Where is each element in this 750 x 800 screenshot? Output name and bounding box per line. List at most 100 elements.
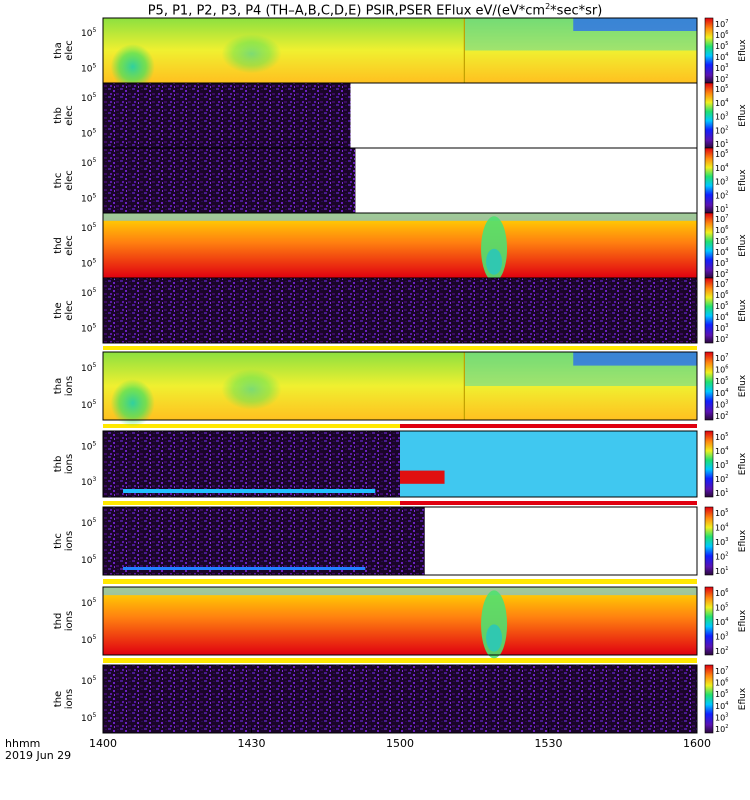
colorbar-tick-label: 102 [715, 474, 728, 484]
heatmap-feature [486, 248, 503, 275]
panel-ylabel: thbions [53, 454, 75, 474]
separator-band [103, 346, 697, 350]
colorbar-tick-label: 107 [715, 279, 728, 289]
colorbar-tick-label: 103 [715, 112, 728, 122]
panel-thc-ions: thcions 105 105 105 104 103 102 101 Eflux [53, 506, 748, 576]
y-tick-label: 105 [81, 362, 96, 374]
panel-frame [102, 430, 698, 498]
panel-frame [102, 277, 698, 344]
heatmap-feature [573, 18, 697, 31]
y-tick-label: 105 [81, 712, 96, 724]
colorbar-tick-label: 102 [715, 125, 728, 135]
colorbar-label: Eflux [738, 39, 748, 62]
x-tick-label: 1600 [683, 737, 711, 750]
panel-frame [102, 351, 698, 421]
colorbar-tick-label: 102 [715, 74, 728, 84]
colorbar [704, 351, 714, 421]
y-tick-label: 105 [81, 62, 96, 74]
colorbar-label: Eflux [738, 687, 748, 710]
colorbar-tick-label: 101 [715, 204, 728, 214]
x-axis-label: hhmm [5, 737, 40, 750]
colorbar-tick-label: 103 [715, 460, 728, 470]
colorbar-tick-label: 107 [715, 19, 728, 29]
colorbar-label: Eflux [738, 529, 748, 552]
panel-ylabel: thaions [53, 376, 75, 396]
colorbar [704, 147, 714, 214]
colorbar [704, 212, 714, 279]
colorbar-tick-label: 105 [715, 41, 728, 51]
colorbar-tick-label: 105 [715, 603, 728, 613]
colorbar-tick-label: 101 [715, 488, 728, 498]
panel-frame [102, 506, 698, 576]
heatmap-noise [103, 431, 400, 497]
y-tick-label: 105 [81, 157, 96, 169]
y-tick-label: 105 [81, 597, 96, 609]
y-tick-label: 105 [81, 634, 96, 646]
colorbar-tick-label: 103 [715, 63, 728, 73]
panel-ylabel: thcelec [53, 170, 75, 191]
y-tick-label: 105 [81, 554, 96, 566]
colorbar-label: Eflux [738, 169, 748, 192]
colorbar-label: Eflux [738, 104, 748, 127]
panel-frame [102, 586, 698, 656]
x-axis-date: 2019 Jun 29 [5, 749, 71, 762]
colorbar-tick-label: 104 [715, 523, 728, 533]
y-tick-label: 105 [81, 92, 96, 104]
title-text-b: *sec*sr) [550, 3, 603, 19]
colorbar-tick-label: 106 [715, 30, 728, 40]
title-superscript: 2 [545, 2, 551, 11]
panel-thb-elec: thbelec 105 105 105 104 103 102 101 Eflux [53, 82, 748, 149]
heatmap-feature [573, 352, 697, 366]
colorbar-tick-label: 107 [715, 666, 728, 676]
panel-ylabel: theelec [53, 300, 75, 321]
heatmap-feature [110, 44, 155, 90]
colorbar-tick-label: 102 [715, 190, 728, 200]
y-tick-label: 105 [81, 675, 96, 687]
colorbar-tick-label: 102 [715, 646, 728, 656]
heatmap-feature [221, 34, 282, 74]
panel-ylabel: thdions [53, 611, 75, 631]
colorbar-tick-label: 103 [715, 258, 728, 268]
colorbar-label: Eflux [738, 452, 748, 475]
colorbar-tick-label: 102 [715, 269, 728, 279]
colorbar-tick-label: 103 [715, 537, 728, 547]
colorbar-tick-label: 107 [715, 353, 728, 363]
panel-ylabel: thcions [53, 531, 75, 551]
y-tick-label: 105 [81, 257, 96, 269]
y-tick-label: 103 [81, 476, 96, 488]
heatmap-feature [103, 213, 697, 221]
title-text-a: P5, P1, P2, P3, P4 (TH–A,B,C,D,E) PSIR,P… [147, 3, 546, 19]
colorbar-tick-label: 105 [715, 432, 728, 442]
separator-band-red [400, 424, 697, 428]
colorbar [704, 506, 714, 576]
heatmap-feature [103, 587, 697, 596]
colorbar-tick-label: 104 [715, 617, 728, 627]
heatmap-feature [400, 470, 445, 484]
colorbar-tick-label: 103 [715, 177, 728, 187]
colorbar-tick-label: 105 [715, 84, 728, 94]
plot-title: P5, P1, P2, P3, P4 (TH–A,B,C,D,E) PSIR,P… [0, 2, 750, 18]
panel-thd-ions: thdions 105 105 106 105 104 103 102 Eflux [53, 586, 748, 659]
colorbar-label: Eflux [738, 299, 748, 322]
heatmap-noise [103, 278, 697, 343]
x-tick-label: 1530 [535, 737, 563, 750]
colorbar-tick-label: 104 [715, 388, 728, 398]
x-tick-label: 1430 [238, 737, 266, 750]
colorbar-tick-label: 103 [715, 712, 728, 722]
colorbar-tick-label: 104 [715, 312, 728, 322]
heatmap-field [103, 587, 697, 655]
colorbar-tick-label: 103 [715, 399, 728, 409]
colorbar-tick-label: 104 [715, 163, 728, 173]
heatmap-feature [486, 624, 503, 652]
colorbar-tick-label: 102 [715, 334, 728, 344]
colorbar [704, 82, 714, 149]
colorbar-tick-label: 105 [715, 376, 728, 386]
panel-ylabel: thbelec [53, 105, 75, 126]
x-tick-label: 1400 [89, 737, 117, 750]
colorbar [704, 664, 714, 734]
heatmap-noise [103, 507, 425, 575]
colorbar-tick-label: 104 [715, 247, 728, 257]
